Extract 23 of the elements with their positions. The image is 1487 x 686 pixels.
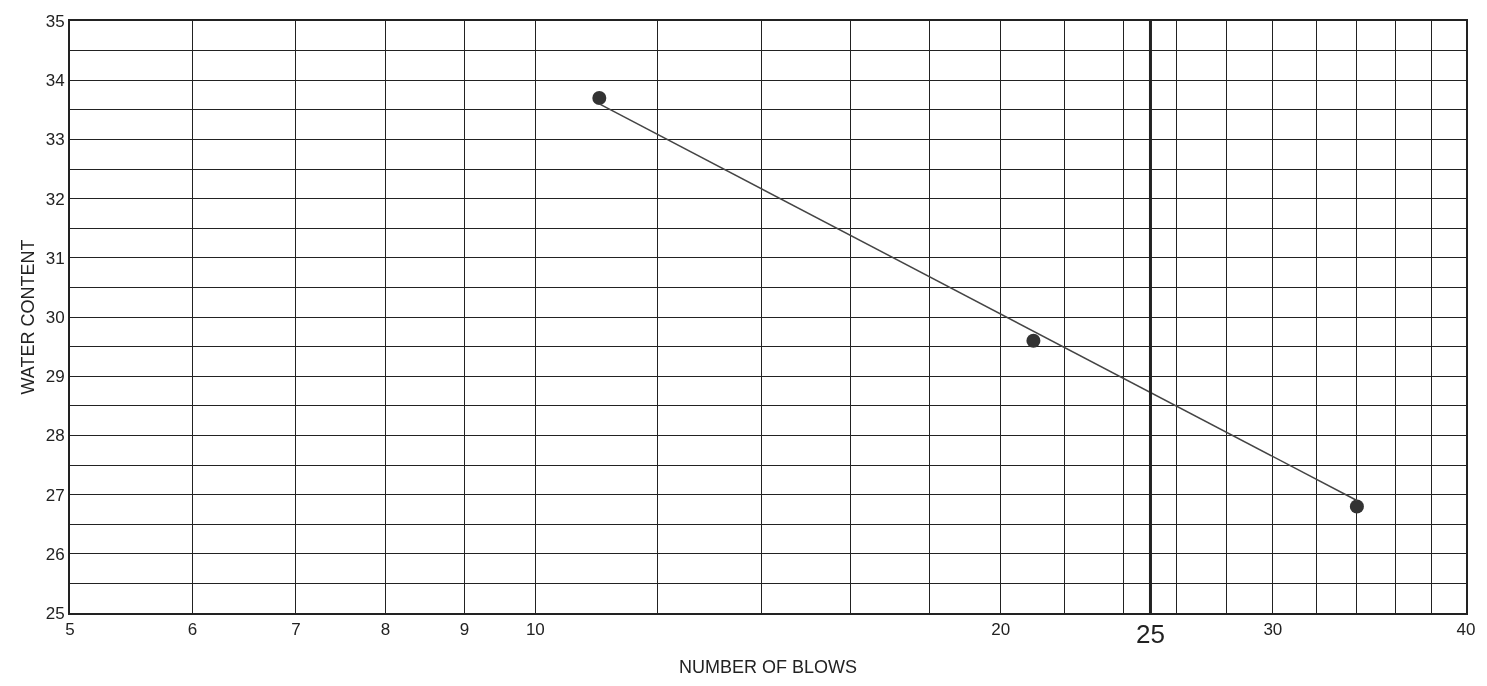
y-tick-label: 34	[45, 71, 65, 91]
x-tick-label: 7	[291, 620, 301, 640]
ref-line-label: 25	[1136, 619, 1165, 649]
x-tick-label: 30	[1263, 620, 1283, 640]
x-tick-label: 10	[525, 620, 545, 640]
y-tick-label: 27	[45, 485, 65, 505]
x-axis-title: NUMBER OF BLOWS	[678, 657, 858, 677]
x-tick-label: 6	[187, 620, 198, 640]
y-tick-label: 35	[45, 11, 65, 31]
x-tick-label: 9	[459, 620, 470, 640]
x-tick-label: 8	[380, 620, 391, 640]
x-tick-label: 20	[991, 620, 1011, 640]
x-tick-label: 5	[65, 620, 75, 640]
y-tick-label: 31	[45, 248, 65, 268]
y-tick-label: 25	[45, 603, 65, 623]
y-tick-label: 28	[45, 426, 65, 446]
y-tick-label: 26	[45, 544, 65, 564]
y-axis-title: WATER CONTENT	[18, 239, 39, 395]
y-tick-label: 30	[45, 307, 65, 327]
x-tick-label: 40	[1456, 620, 1476, 640]
y-tick-label: 33	[45, 130, 65, 150]
y-tick-label: 29	[45, 367, 65, 387]
y-tick-label: 32	[45, 189, 65, 209]
